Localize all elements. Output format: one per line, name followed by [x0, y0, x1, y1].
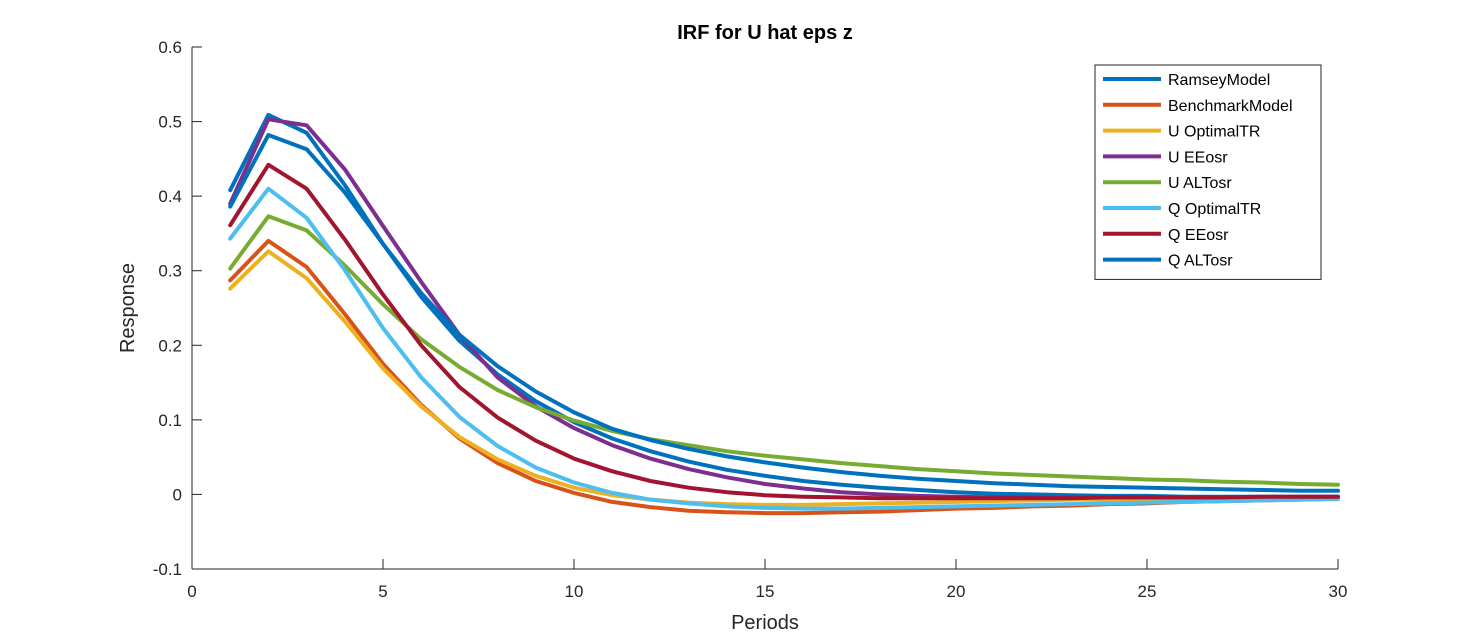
- chart-title: IRF for U hat eps z: [677, 22, 853, 44]
- y-tick-label: 0.6: [158, 38, 182, 57]
- legend-entry: BenchmarkModel: [1168, 98, 1293, 115]
- y-axis: -0.1 0 0.1 0.2 0.3 0.4 0.5 0.6: [153, 38, 202, 579]
- legend-entry: U OptimalTR: [1168, 124, 1260, 141]
- x-tick-label: 30: [1329, 582, 1348, 601]
- y-axis-title: Response: [117, 263, 139, 353]
- x-tick-label: 20: [947, 582, 966, 601]
- series-line-4: [228, 214, 1340, 487]
- legend-entry: U EEosr: [1168, 149, 1228, 166]
- series-lines: [228, 112, 1340, 516]
- legend-entry: Q ALTosr: [1168, 253, 1233, 270]
- y-tick-label: -0.1: [153, 560, 182, 579]
- legend-entry: Q EEosr: [1168, 227, 1229, 244]
- y-tick-label: 0.2: [158, 336, 182, 355]
- x-tick-label: 0: [187, 582, 196, 601]
- legend: RamseyModel BenchmarkModel U OptimalTR U EE…: [1094, 64, 1322, 280]
- series-line-1: [228, 238, 1340, 516]
- y-tick-label: 0.4: [158, 187, 182, 206]
- x-tick-label: 15: [756, 582, 775, 601]
- y-tick-label: 0.3: [158, 262, 182, 281]
- legend-box: [1094, 64, 1322, 280]
- y-tick-label: 0.1: [158, 411, 182, 430]
- x-tick-label: 5: [378, 582, 387, 601]
- legend-entry: U ALTosr: [1168, 175, 1232, 192]
- y-tick-label: 0.5: [158, 113, 182, 132]
- y-tick-label: 0: [173, 485, 182, 504]
- x-tick-label: 10: [565, 582, 584, 601]
- x-axis: 0 5 10 15 20 25 30: [187, 559, 1347, 601]
- legend-entry: RamseyModel: [1168, 72, 1270, 89]
- series-line-5: [228, 186, 1340, 511]
- x-axis-title: Periods: [731, 612, 799, 634]
- legend-entry: Q OptimalTR: [1168, 201, 1261, 218]
- series-line-6: [228, 162, 1340, 501]
- x-tick-label: 25: [1138, 582, 1157, 601]
- series-line-7: [228, 133, 1340, 493]
